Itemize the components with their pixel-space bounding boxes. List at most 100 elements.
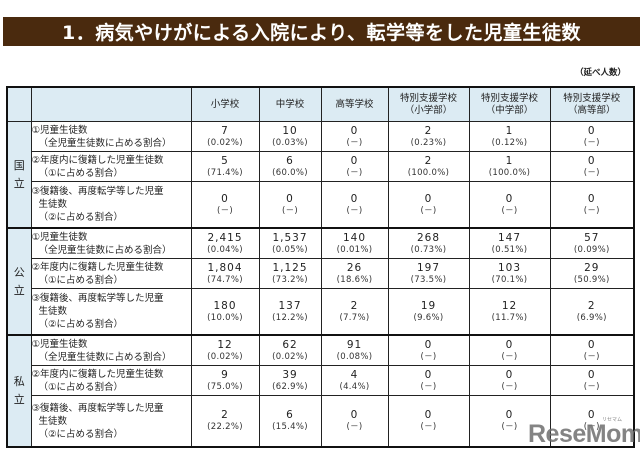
data-cell: 197 (73.5%) bbox=[387, 258, 470, 289]
table-row-national-1: 国立 ①児童生徒数 （全児童生徒数に占める割合） 7 (0.02%) 10 (0.03%) 0… bbox=[6, 121, 635, 229]
cell-count: 2 bbox=[221, 409, 229, 421]
cell-count: 5 bbox=[221, 154, 229, 167]
data-cell: 140 (0.01%) bbox=[320, 227, 389, 259]
data-cell: 0 (－) bbox=[468, 395, 551, 448]
cell-percentage: (0.02%) bbox=[207, 137, 243, 148]
cell-count: 1,804 bbox=[207, 261, 243, 274]
cell-percentage: (0.02%) bbox=[207, 351, 243, 362]
cell-count: 0 bbox=[587, 409, 596, 421]
data-cell: 2 (6.9%) bbox=[549, 288, 635, 336]
cell-percentage: (70.1%) bbox=[491, 274, 528, 285]
row-label: ③復籍後、再度転学等した児童 生徒数 （②に占める割合） bbox=[30, 288, 192, 336]
cell-percentage: (0.08%) bbox=[336, 351, 373, 362]
cell-count: 1,537 bbox=[272, 231, 308, 244]
statistics-table: 小学校 中学校 高等学校 特別支援学校 （小学部） 特別支援学校 （中学部） 特別支… bbox=[6, 86, 635, 448]
data-cell: 29 (50.9%) bbox=[549, 258, 635, 289]
cell-percentage: (4.4%) bbox=[339, 381, 370, 392]
cell-count: 0 bbox=[350, 409, 359, 421]
table-row-national-3: ③復籍後、再度転学等した児童 生徒数 （②に占める割合） 0 (－) 0 (－) 0 (－) 0(… bbox=[7, 181, 635, 229]
cell-count: 0 bbox=[350, 124, 359, 137]
table-row-public-3: ③復籍後、再度転学等した児童 生徒数 （②に占める割合） 180 (10.0%) 137(… bbox=[7, 288, 635, 336]
data-cell: 0 (－) bbox=[549, 365, 635, 396]
row-label: ①児童生徒数 （全児童生徒数に占める割合） bbox=[30, 227, 192, 259]
cell-count: 4 bbox=[350, 368, 359, 381]
cell-count: 0 bbox=[587, 192, 596, 205]
row-label: ③復籍後、再度転学等した児童 生徒数 （②に占める割合） bbox=[30, 181, 192, 229]
cell-count: 62 bbox=[282, 338, 298, 351]
data-cell: 0 (－) bbox=[190, 181, 260, 229]
cell-count: 6 bbox=[286, 409, 294, 421]
cell-count: 0 bbox=[286, 192, 294, 205]
cell-count: 0 bbox=[350, 154, 359, 167]
column-header-elementary: 小学校 bbox=[190, 86, 260, 122]
cell-count: 1 bbox=[505, 124, 514, 137]
data-cell: 0 (－) bbox=[549, 181, 635, 229]
cell-count: 1,125 bbox=[272, 261, 308, 274]
data-cell: 0 (－) bbox=[549, 395, 635, 448]
row-label: ①児童生徒数 （全児童生徒数に占める割合） bbox=[30, 334, 192, 366]
cell-percentage: (12.2%) bbox=[272, 312, 308, 323]
cell-percentage: (0.73%) bbox=[410, 244, 447, 255]
group-label-public: 公立 bbox=[6, 227, 32, 336]
cell-count: 0 bbox=[587, 338, 596, 351]
cell-count: 2,415 bbox=[207, 231, 243, 244]
data-cell: 0 (－) bbox=[320, 121, 389, 152]
cell-percentage: (－) bbox=[583, 137, 600, 148]
cell-count: 0 bbox=[424, 368, 433, 381]
cell-percentage: (71.4%) bbox=[207, 167, 243, 178]
data-cell: 0 (－) bbox=[387, 365, 470, 396]
header-row: 小学校 中学校 高等学校 特別支援学校 （小学部） 特別支援学校 （中学部） 特別支… bbox=[6, 86, 635, 122]
data-cell: 0 (－) bbox=[549, 334, 635, 366]
data-cell: 0 (－) bbox=[387, 334, 470, 366]
cell-percentage: (0.09%) bbox=[573, 244, 610, 255]
data-cell: 10 (0.03%) bbox=[258, 121, 322, 152]
cell-percentage: (7.7%) bbox=[339, 312, 370, 323]
cell-count: 26 bbox=[346, 261, 363, 274]
page-title: 1．病気やけがによる入院により、転学等をした児童生徒数 bbox=[3, 17, 640, 46]
row-label: ①児童生徒数 （全児童生徒数に占める割合） bbox=[30, 121, 192, 152]
cell-percentage: (－) bbox=[583, 351, 600, 362]
cell-count: 0 bbox=[505, 192, 514, 205]
cell-count: 140 bbox=[342, 231, 367, 244]
cell-count: 10 bbox=[282, 124, 298, 137]
cell-percentage: (18.6%) bbox=[336, 274, 373, 285]
data-cell: 2 (0.23%) bbox=[387, 121, 470, 152]
cell-percentage: (－) bbox=[216, 205, 234, 216]
cell-count: 12 bbox=[217, 338, 233, 351]
cell-count: 19 bbox=[420, 299, 437, 312]
data-cell: 91 (0.08%) bbox=[320, 334, 389, 366]
data-cell: 62 (0.02%) bbox=[258, 334, 322, 366]
column-header-high-school: 高等学校 bbox=[320, 86, 389, 122]
data-cell: 0 (－) bbox=[468, 365, 551, 396]
cell-count: 0 bbox=[424, 338, 433, 351]
group-label-private: 私立 bbox=[6, 334, 32, 448]
cell-count: 147 bbox=[497, 231, 522, 244]
data-cell: 9 (75.0%) bbox=[190, 365, 260, 396]
column-header-special-high: 特別支援学校 （高等部） bbox=[549, 86, 635, 122]
cell-percentage: (－) bbox=[501, 381, 518, 392]
cell-count: 2 bbox=[587, 299, 596, 312]
cell-count: 268 bbox=[416, 231, 441, 244]
page-title-text: 1．病気やけがによる入院により、転学等をした児童生徒数 bbox=[61, 22, 581, 44]
column-header-special-elementary: 特別支援学校 （小学部） bbox=[387, 86, 470, 122]
row-label: ③復籍後、再度転学等した児童 生徒数 （②に占める割合） bbox=[30, 395, 192, 448]
table-row-public-1: 公立 ①児童生徒数 （全児童生徒数に占める割合） 2,415 (0.04%) 1,537(… bbox=[6, 227, 635, 336]
data-cell: 1,537 (0.05%) bbox=[258, 227, 322, 259]
data-cell: 0 (－) bbox=[549, 121, 635, 152]
table-row-private-3: ③復籍後、再度転学等した児童 生徒数 （②に占める割合） 2 (22.2%) 6 (15.4… bbox=[7, 395, 635, 448]
cell-count: 9 bbox=[221, 368, 229, 381]
data-cell: 6 (60.0%) bbox=[258, 151, 322, 182]
cell-percentage: (74.7%) bbox=[207, 274, 243, 285]
cell-percentage: (15.4%) bbox=[272, 422, 308, 432]
cell-percentage: (0.03%) bbox=[272, 137, 308, 148]
data-cell: 2,415 (0.04%) bbox=[190, 227, 260, 259]
table-row-private-1: 私立 ①児童生徒数 （全児童生徒数に占める割合） 12 (0.02%) 62 (0.02%)… bbox=[6, 334, 635, 448]
cell-count: 2 bbox=[350, 299, 359, 312]
cell-count: 0 bbox=[505, 409, 514, 421]
cell-percentage: (0.01%) bbox=[336, 244, 373, 255]
row-label: ②年度内に復籍した児童生徒数 （①に占める割合） bbox=[30, 365, 192, 396]
data-cell: 1 (0.12%) bbox=[468, 121, 551, 152]
data-cell: 1,804 (74.7%) bbox=[190, 258, 260, 289]
data-cell: 0 (－) bbox=[320, 395, 389, 448]
cell-count: 39 bbox=[282, 368, 298, 381]
